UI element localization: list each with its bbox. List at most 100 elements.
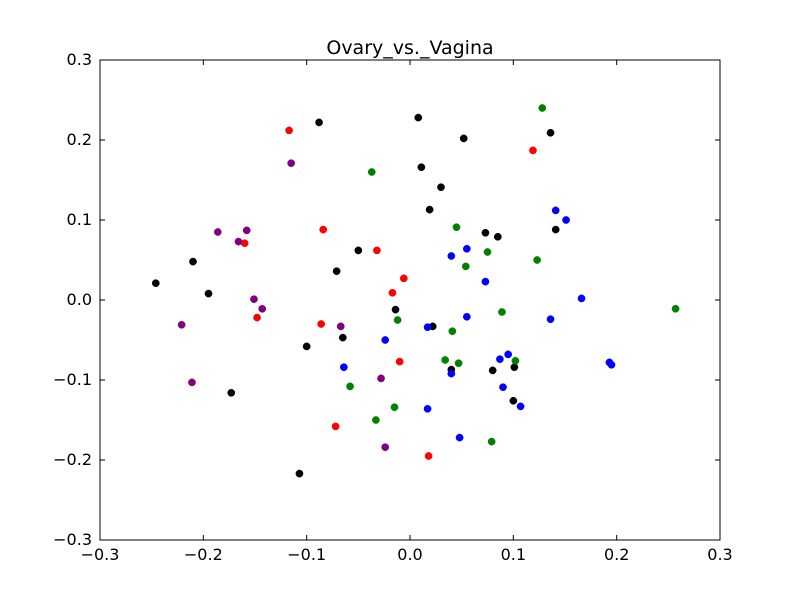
data-point: [454, 359, 463, 368]
data-point: [607, 360, 616, 369]
data-point: [538, 104, 547, 112]
data-points: [151, 104, 680, 478]
data-point: [372, 416, 380, 424]
plot-area: [99, 59, 721, 541]
y-tick-label: 0.3: [67, 50, 92, 69]
data-point: [671, 304, 680, 313]
x-tick-label: 0.3: [707, 545, 732, 564]
data-point: [498, 308, 506, 316]
data-point: [367, 168, 376, 176]
data-point: [448, 327, 457, 336]
data-point: [390, 403, 399, 412]
data-point: [242, 226, 251, 235]
data-point: [577, 294, 586, 303]
data-point: [346, 382, 354, 391]
data-point: [354, 246, 363, 255]
data-point: [529, 146, 537, 155]
data-point: [393, 316, 402, 324]
data-point: [177, 320, 186, 329]
data-point: [493, 232, 502, 241]
data-point: [395, 357, 404, 366]
data-point: [546, 128, 555, 137]
data-point: [317, 320, 325, 328]
data-point: [481, 228, 490, 237]
data-point: [488, 366, 497, 375]
data-point: [377, 374, 385, 383]
data-point: [234, 237, 243, 246]
data-point: [151, 279, 160, 288]
data-point: [373, 246, 381, 255]
data-point: [423, 404, 432, 413]
data-point: [499, 383, 507, 392]
data-point: [510, 363, 519, 372]
data-point: [551, 206, 560, 215]
data-point: [399, 274, 408, 283]
data-point: [295, 469, 304, 478]
data-point: [388, 288, 397, 297]
data-point: [381, 443, 390, 452]
data-point: [459, 134, 468, 143]
data-point: [452, 223, 461, 232]
data-point: [424, 452, 433, 460]
x-tick-label: −0.1: [287, 545, 326, 564]
data-point: [381, 336, 390, 344]
data-point: [483, 248, 492, 256]
data-point: [562, 216, 570, 224]
data-point: [516, 402, 525, 411]
data-point: [340, 363, 348, 372]
data-point: [287, 159, 296, 168]
data-point: [331, 422, 340, 431]
data-point: [336, 322, 345, 331]
x-tick-label: −0.2: [184, 545, 223, 564]
data-point: [391, 305, 400, 314]
data-point: [338, 333, 347, 342]
data-point: [551, 225, 560, 234]
data-point: [188, 378, 196, 387]
data-point: [250, 295, 258, 304]
data-point: [546, 315, 555, 324]
data-point: [204, 289, 213, 298]
x-tick-label: 0.1: [501, 545, 526, 564]
data-point: [417, 163, 426, 172]
data-point: [504, 350, 513, 359]
data-point: [437, 183, 445, 192]
data-point: [461, 262, 470, 271]
data-point: [189, 257, 197, 266]
y-tick-label: −0.3: [53, 530, 92, 549]
y-tick-label: 0.1: [67, 210, 92, 229]
data-point: [332, 267, 341, 276]
data-point: [462, 244, 471, 253]
data-point: [496, 355, 504, 364]
y-tick-label: 0.2: [67, 130, 92, 149]
data-point: [447, 252, 456, 260]
data-point: [253, 313, 261, 322]
data-point: [425, 205, 434, 214]
data-point: [302, 342, 311, 351]
data-point: [258, 304, 267, 313]
x-tick-label: 0.2: [604, 545, 629, 564]
chart-title: Ovary_vs._Vagina: [326, 37, 493, 59]
axis-ticks: −0.3 −0.2 −0.1 0.0 0.1 0.2 0.3 −0.3 −0.2 −0.1 0.0 0…: [53, 50, 733, 564]
data-point: [319, 225, 328, 234]
data-point: [213, 228, 222, 236]
data-point: [509, 396, 518, 405]
y-tick-label: −0.1: [53, 370, 92, 389]
data-point: [462, 312, 471, 321]
data-point: [285, 126, 293, 135]
data-point: [455, 433, 464, 442]
x-tick-label: −0.3: [81, 545, 120, 564]
data-point: [487, 437, 496, 446]
data-point: [481, 277, 490, 286]
data-point: [414, 113, 423, 122]
data-point: [423, 323, 432, 332]
data-point: [511, 356, 520, 365]
data-point: [441, 356, 449, 364]
y-tick-label: −0.2: [53, 450, 92, 469]
data-point: [533, 256, 541, 264]
data-point: [315, 118, 323, 127]
x-tick-label: 0.0: [397, 545, 422, 564]
y-tick-label: 0.0: [67, 290, 92, 309]
data-point: [447, 369, 456, 378]
data-point: [227, 388, 236, 397]
